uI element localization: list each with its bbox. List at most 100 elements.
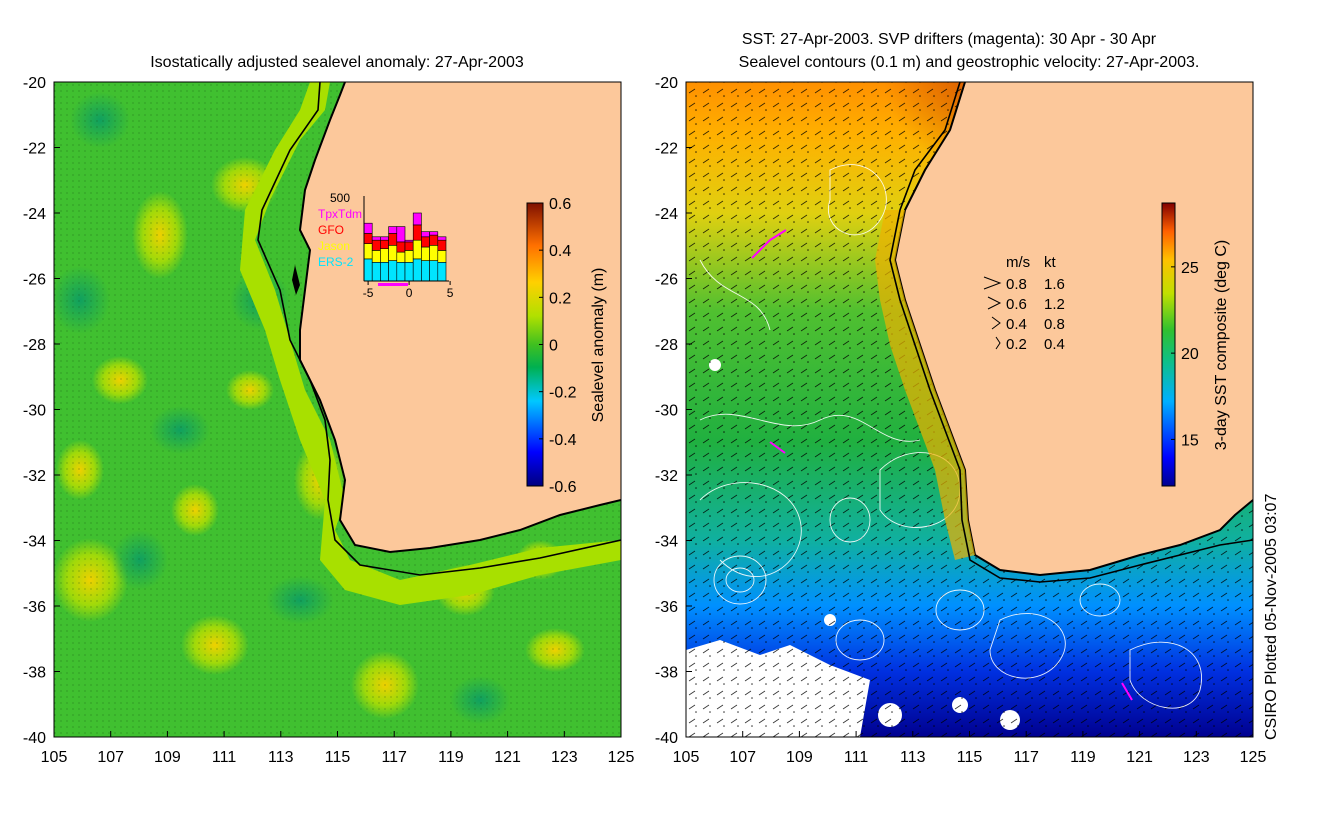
- sealevel-colorbar-label: Sealevel anomaly (m): [590, 268, 607, 423]
- inset-xtick-label: -5: [363, 286, 374, 300]
- inset-date-marker: [378, 283, 408, 286]
- inset-bar-tpxtdm: [404, 239, 414, 243]
- inset-bar-gfo: [412, 224, 422, 241]
- inset-bar-ers-2: [404, 261, 414, 282]
- inset-bar-ers-2: [371, 261, 381, 282]
- lat-tick-label: -36: [23, 599, 46, 616]
- colorbar-tick-label: 20: [1181, 346, 1199, 363]
- inset-bar-tpxtdm: [380, 236, 389, 241]
- lat-tick-label: -20: [23, 75, 46, 92]
- inset-bar-tpxtdm: [396, 226, 406, 243]
- velocity-arrow-icon: [987, 296, 1002, 310]
- sealevel-colorbar-ticks: 0.6 0.4 0.2 0 -0.2 -0.4 -0.6: [539, 196, 577, 496]
- inset-bar-jason: [429, 245, 439, 261]
- lon-tick-label: 111: [844, 749, 868, 766]
- inset-bar-jason: [396, 251, 406, 263]
- colorbar-tick-label: -0.4: [549, 432, 577, 449]
- colorbar-tick-label: -0.2: [549, 385, 577, 402]
- velocity-legend-header-kt: kt: [1044, 254, 1057, 271]
- colorbar-tick-label: 15: [1181, 432, 1199, 449]
- right-lon-axis: 105 107 109 111 113 115 117 119 121 123 125: [673, 731, 1266, 766]
- lon-tick-label: 107: [97, 749, 124, 766]
- velocity-arrow-icon: [983, 276, 1002, 290]
- right-lat-axis: -20 -22 -24 -26 -28 -30 -32 -34 -36 -38 -40: [655, 75, 692, 747]
- inset-bar-gfo: [396, 241, 406, 253]
- lon-tick-label: 109: [154, 749, 181, 766]
- lat-tick-label: -34: [23, 534, 46, 551]
- velocity-kt: 0.8: [1044, 316, 1065, 333]
- lon-tick-label: 121: [494, 749, 521, 766]
- velocity-arrow-icon: [995, 336, 1001, 350]
- inset-bar-gfo: [363, 233, 373, 244]
- inset-bar-ers-2: [429, 260, 439, 282]
- inset-bar-tpxtdm: [429, 231, 439, 236]
- inset-bar-jason: [380, 248, 389, 263]
- velocity-ms: 0.2: [1006, 336, 1027, 353]
- lon-tick-label: 117: [1013, 749, 1039, 766]
- sst-colorbar: [1161, 202, 1176, 487]
- colorbar-tick-label: 0.6: [549, 196, 571, 213]
- lat-tick-label: -38: [23, 665, 46, 682]
- inset-bar-gfo: [380, 239, 389, 249]
- right-panel-title-line1: SST: 27-Apr-2003. SVP drifters (magenta)…: [742, 31, 1157, 48]
- velocity-kt: 1.6: [1044, 276, 1065, 293]
- lat-tick-label: -40: [655, 730, 678, 747]
- inset-bar-jason: [412, 239, 422, 260]
- inset-bar-ers-2: [363, 258, 373, 282]
- inset-bar-ers-2: [421, 260, 430, 282]
- velocity-legend: m/s kt 0.8 1.6 0.6 1.2 0.4 0.8 0.2 0.4: [983, 254, 1065, 353]
- lat-tick-label: -28: [23, 337, 46, 354]
- inset-bar-gfo: [371, 239, 381, 251]
- inset-bar-tpxtdm: [421, 231, 430, 238]
- svp-drifters: [751, 229, 1133, 701]
- inset-bar-tpxtdm: [412, 212, 422, 226]
- inset-bar-gfo: [388, 233, 398, 246]
- velocity-ms: 0.4: [1006, 316, 1027, 333]
- lat-tick-label: -24: [23, 206, 46, 223]
- lat-tick-label: -32: [23, 468, 46, 485]
- lat-tick-label: -40: [23, 730, 46, 747]
- velocity-ms: 0.8: [1006, 276, 1027, 293]
- satellite-coverage-inset: 500 TpxTdm GFO Jason ERS-2 -5 0 5: [318, 191, 454, 300]
- inset-bar-jason: [371, 250, 381, 263]
- left-lat-axis: -20 -22 -24 -26 -28 -30 -32 -34 -36 -38 -40: [23, 75, 60, 747]
- lat-tick-label: -30: [23, 403, 46, 420]
- inset-xtick-label: 0: [406, 286, 413, 300]
- sealevel-contours: [699, 164, 1202, 709]
- inset-bar-ers-2: [388, 260, 398, 282]
- lat-tick-label: -34: [655, 534, 678, 551]
- lat-tick-label: -26: [655, 272, 678, 289]
- inset-bar-jason: [363, 243, 373, 260]
- lon-tick-label: 105: [673, 749, 700, 766]
- inset-legend-ers-2: ERS-2: [318, 255, 354, 269]
- inset-bar-gfo: [437, 239, 447, 251]
- inset-bar-tpxtdm: [371, 236, 381, 241]
- left-lon-axis: 105 107 109 111 113 115 117 119 121 123 125: [41, 731, 635, 766]
- lon-tick-label: 105: [41, 749, 68, 766]
- lat-tick-label: -22: [655, 141, 678, 158]
- inset-bar-ers-2: [412, 258, 422, 282]
- lon-tick-label: 119: [1070, 749, 1096, 766]
- lon-tick-label: 111: [212, 749, 236, 766]
- lat-tick-label: -26: [23, 272, 46, 289]
- inset-bar-jason: [388, 245, 398, 261]
- lon-tick-label: 113: [268, 749, 294, 766]
- lon-tick-label: 107: [729, 749, 756, 766]
- velocity-kt: 1.2: [1044, 296, 1065, 313]
- inset-bar-gfo: [404, 241, 414, 251]
- lon-tick-label: 121: [1126, 749, 1153, 766]
- lon-tick-label: 113: [900, 749, 926, 766]
- colorbar-tick-label: 0: [549, 338, 558, 355]
- velocity-legend-header-ms: m/s: [1006, 254, 1030, 271]
- lon-tick-label: 125: [608, 749, 635, 766]
- inset-bar-tpxtdm: [437, 236, 447, 241]
- inset-bar-tpxtdm: [388, 226, 398, 234]
- inset-ymax-label: 500: [330, 191, 350, 205]
- lat-tick-label: -36: [655, 599, 678, 616]
- lat-tick-label: -32: [655, 468, 678, 485]
- colorbar-tick-label: -0.6: [549, 479, 577, 496]
- lat-tick-label: -20: [655, 75, 678, 92]
- inset-bar-jason: [421, 246, 430, 261]
- lat-tick-label: -38: [655, 665, 678, 682]
- inset-bar-gfo: [421, 236, 430, 248]
